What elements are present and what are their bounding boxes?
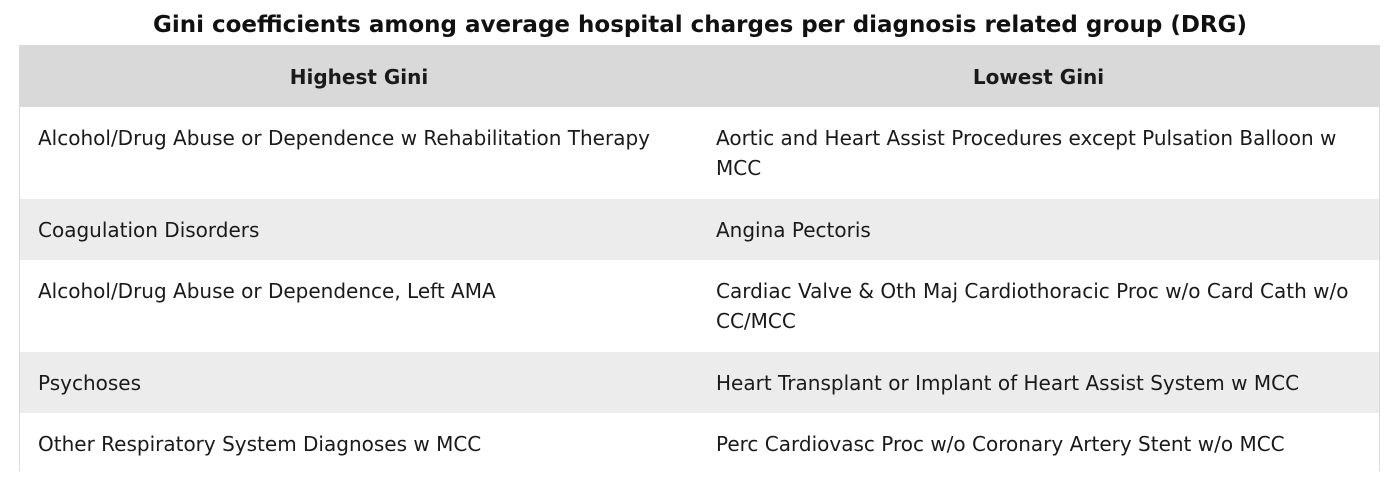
- cell-highest: Psychoses: [38, 371, 142, 395]
- table-row: Other Respiratory System Diagnoses w MCC…: [20, 413, 1379, 474]
- page-title: Gini coefficients among average hospital…: [152, 12, 1248, 38]
- table-body: Alcohol/Drug Abuse or Dependence w Rehab…: [20, 107, 1379, 474]
- table-row: Psychoses Heart Transplant or Implant of…: [20, 352, 1379, 413]
- gini-table: Highest Gini Lowest Gini Alcohol/Drug Ab…: [20, 46, 1379, 474]
- cell-lowest: Cardiac Valve & Oth Maj Cardiothoracic P…: [716, 279, 1349, 333]
- cell-highest: Other Respiratory System Diagnoses w MCC: [38, 432, 482, 456]
- table-header: Highest Gini Lowest Gini: [20, 46, 1379, 107]
- gini-table-container: Highest Gini Lowest Gini Alcohol/Drug Ab…: [19, 45, 1380, 474]
- cell-highest: Alcohol/Drug Abuse or Dependence w Rehab…: [38, 126, 650, 150]
- cell-lowest: Perc Cardiovasc Proc w/o Coronary Artery…: [716, 432, 1285, 456]
- table-row: Alcohol/Drug Abuse or Dependence, Left A…: [20, 260, 1379, 352]
- table-row: Coagulation Disorders Angina Pectoris: [20, 199, 1379, 260]
- cell-highest: Coagulation Disorders: [38, 218, 260, 242]
- cell-lowest: Angina Pectoris: [716, 218, 871, 242]
- header-row: Highest Gini Lowest Gini: [20, 46, 1379, 107]
- cell-lowest: Aortic and Heart Assist Procedures excep…: [716, 126, 1337, 180]
- cell-lowest: Heart Transplant or Implant of Heart Ass…: [716, 371, 1300, 395]
- header-highest-gini: Highest Gini: [289, 64, 429, 89]
- cell-highest: Alcohol/Drug Abuse or Dependence, Left A…: [38, 279, 496, 303]
- header-lowest-gini: Lowest Gini: [972, 64, 1105, 89]
- table-row: Alcohol/Drug Abuse or Dependence w Rehab…: [20, 107, 1379, 199]
